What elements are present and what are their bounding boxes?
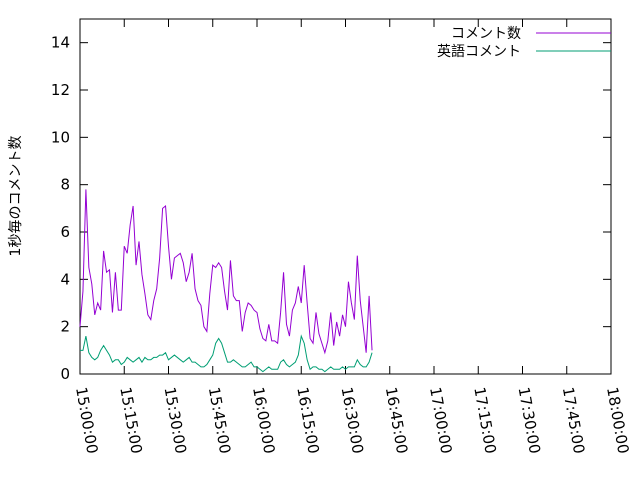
legend-label-comments: コメント数 [451,26,521,42]
x-tick-label: 17:30:00 [515,386,544,455]
x-axis: 15:00:00 15:15:00 15:30:00 15:45:00 16:00:00… [72,19,632,455]
y-axis-title: 1秒毎のコメント数 [8,136,24,257]
y-tick-label: 2 [60,318,70,336]
x-tick-label: 15:30:00 [161,386,190,455]
x-tick-label: 15:45:00 [205,386,234,455]
y-axis: 0 2 4 6 8 10 12 14 [51,34,611,383]
y-tick-label: 14 [51,34,70,52]
x-tick-label: 18:00:00 [603,386,632,455]
x-tick-label: 16:00:00 [249,386,278,455]
x-tick-label: 15:00:00 [72,386,101,455]
series-line-1 [80,334,373,373]
series-line-0 [79,189,373,355]
legend: コメント数 英語コメント [437,26,611,60]
y-tick-label: 12 [51,81,70,99]
series-layer [79,189,373,373]
x-tick-label: 17:00:00 [426,386,455,455]
legend-label-english-comments: 英語コメント [437,43,521,60]
y-tick-label: 0 [60,365,70,383]
x-tick-label: 15:15:00 [116,386,145,455]
x-tick-label: 16:45:00 [382,386,411,455]
y-tick-label: 10 [51,128,70,146]
x-tick-label: 17:15:00 [470,386,499,455]
x-tick-label: 16:30:00 [338,386,367,455]
y-tick-label: 8 [60,176,70,194]
x-tick-label: 17:45:00 [559,386,588,455]
x-tick-label: 16:15:00 [293,386,322,455]
y-tick-label: 4 [60,270,70,288]
y-tick-label: 6 [60,223,70,241]
